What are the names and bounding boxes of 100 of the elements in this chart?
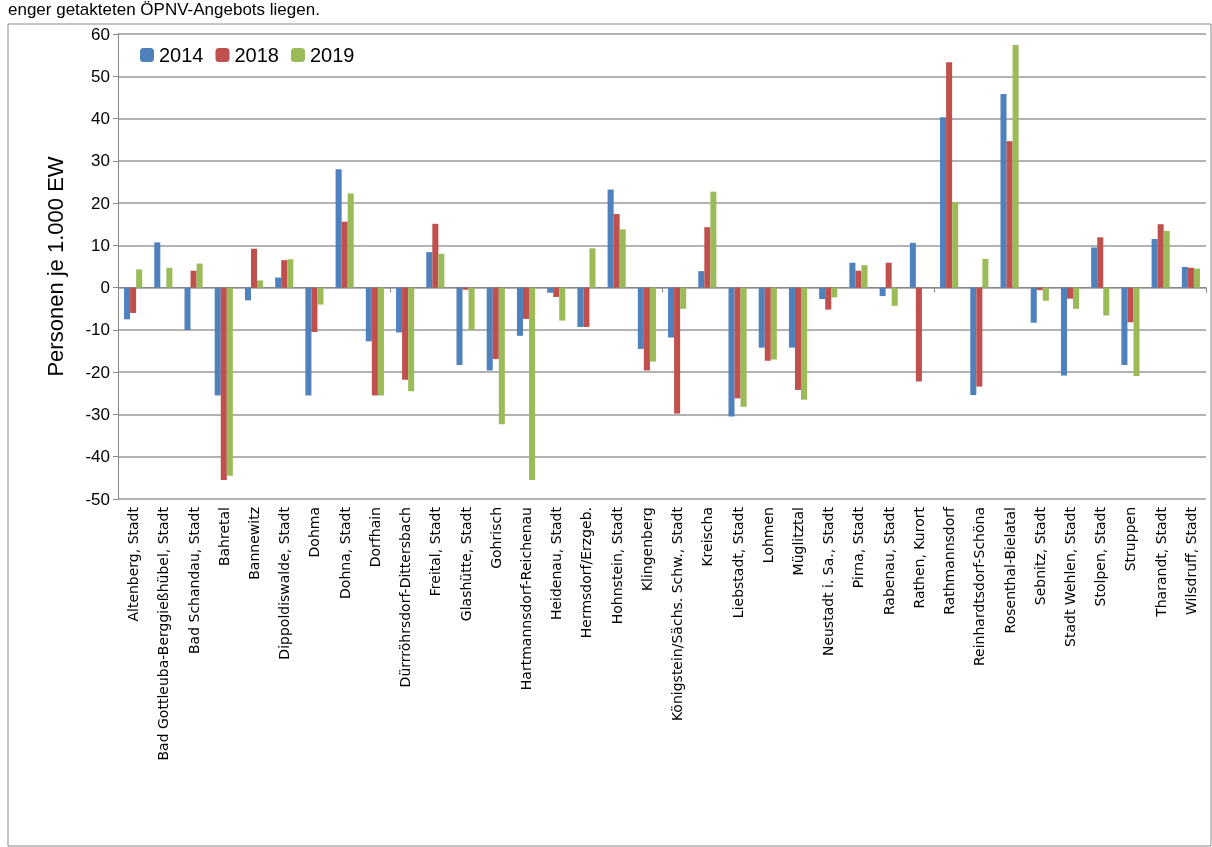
- x-tick-label: Pirna, Stadt: [850, 506, 867, 589]
- x-tick-label: Liebstadt, Stadt: [729, 506, 746, 619]
- x-tick-label: Wilsdruff, Stadt: [1182, 506, 1199, 616]
- bar: [214, 287, 221, 396]
- x-tick-label: Rathen, Kurort: [910, 506, 927, 609]
- bar: [1097, 237, 1104, 288]
- bar: [547, 287, 554, 293]
- x-tick-label: Bahretal: [215, 507, 232, 567]
- bar: [788, 287, 795, 348]
- bar: [1000, 94, 1007, 288]
- x-tick-label: Dorfhain: [366, 507, 383, 568]
- bar: [819, 287, 826, 300]
- bar: [1193, 268, 1200, 288]
- bar: [498, 287, 505, 425]
- bar: [124, 287, 131, 320]
- bar: [649, 287, 656, 362]
- bar: [607, 189, 614, 288]
- x-tick-label: Gohrisch: [487, 507, 504, 569]
- bar: [196, 263, 203, 288]
- bar: [589, 248, 596, 288]
- bar: [522, 287, 530, 319]
- x-tick-label: Kreischa: [699, 507, 716, 567]
- bar: [220, 287, 227, 480]
- bar: [432, 223, 439, 288]
- bar: [1006, 141, 1013, 288]
- bar: [456, 287, 463, 365]
- bar: [257, 280, 264, 288]
- bar: [915, 287, 922, 382]
- bar: [408, 287, 415, 392]
- x-tick-label: Bad Schandau, Stadt: [185, 506, 202, 654]
- bar: [365, 287, 372, 342]
- x-tick-label: Rosenthal-Bielatal: [1001, 507, 1018, 634]
- bar: [311, 287, 318, 333]
- bar: [825, 287, 832, 310]
- bar: [1060, 287, 1067, 376]
- bar: [226, 287, 233, 476]
- bar: [1091, 247, 1098, 288]
- x-tick-label: Bad Gottleuba-Berggießhübel, Stadt: [155, 506, 172, 761]
- bar: [287, 259, 294, 288]
- x-tick-label: Tharandt, Stadt: [1152, 506, 1169, 618]
- x-tick-label: Stolpen, Stadt: [1092, 506, 1109, 607]
- x-tick-label: Hohnstein, Stadt: [608, 506, 625, 625]
- bar: [1103, 287, 1110, 316]
- y-tick-label: -10: [85, 320, 110, 340]
- bar: [396, 287, 403, 333]
- bar: [680, 287, 687, 309]
- bar: [758, 287, 765, 348]
- bar: [377, 287, 384, 396]
- bar: [184, 287, 191, 330]
- legend-label: 2019: [309, 44, 355, 66]
- bar: [831, 287, 838, 298]
- bar: [154, 242, 161, 288]
- bar: [166, 267, 173, 288]
- x-tick-label: Reinhardtsdorf-Schöna: [971, 507, 988, 667]
- bar: [577, 287, 584, 327]
- bar: [885, 262, 892, 288]
- bar: [946, 62, 953, 288]
- bar: [371, 287, 378, 396]
- bar: [674, 287, 681, 414]
- x-tick-label: Struppen: [1122, 507, 1139, 572]
- x-tick-label: Freital, Stadt: [427, 506, 444, 597]
- bar: [976, 287, 983, 387]
- bar: [1133, 287, 1140, 376]
- bar: [305, 287, 312, 396]
- bar: [704, 227, 711, 288]
- bar: [1042, 287, 1049, 301]
- bar: [486, 287, 493, 371]
- bar: [728, 287, 735, 417]
- bar: [341, 221, 348, 288]
- bar: [770, 287, 777, 360]
- y-tick-label: 0: [100, 278, 110, 298]
- bar: [136, 269, 143, 288]
- bar: [861, 265, 868, 288]
- x-tick-label: Hermsdorf/Erzgeb.: [578, 507, 595, 639]
- bar: [335, 169, 342, 288]
- bar: [710, 191, 717, 288]
- bar: [982, 258, 989, 288]
- bar: [619, 229, 626, 288]
- bar: [613, 214, 620, 288]
- x-tick-label: Stadt Wehlen, Stadt: [1062, 506, 1078, 647]
- y-tick-label: -50: [85, 489, 110, 509]
- bar: [426, 252, 433, 288]
- bar: [462, 287, 469, 290]
- bar: [764, 287, 771, 361]
- bar: [1066, 287, 1074, 299]
- bar: [794, 287, 802, 390]
- bar: [1151, 239, 1158, 288]
- x-tick-label: Glashütte, Stadt: [457, 506, 474, 622]
- y-axis-title: Personen je 1.000 EW: [42, 156, 68, 377]
- x-tick-label: Rabenau, Stadt: [880, 506, 897, 616]
- x-tick-label: Heidenau, Stadt: [548, 506, 565, 621]
- x-tick-label: Bannewitz: [246, 507, 262, 580]
- bar: [281, 260, 288, 288]
- y-tick-label: -40: [85, 447, 110, 467]
- bar: [317, 287, 324, 305]
- y-tick-label: 30: [91, 151, 110, 171]
- bar: [1181, 266, 1188, 288]
- bar: [244, 287, 251, 301]
- bar: [1030, 287, 1037, 323]
- bar: [1073, 287, 1080, 309]
